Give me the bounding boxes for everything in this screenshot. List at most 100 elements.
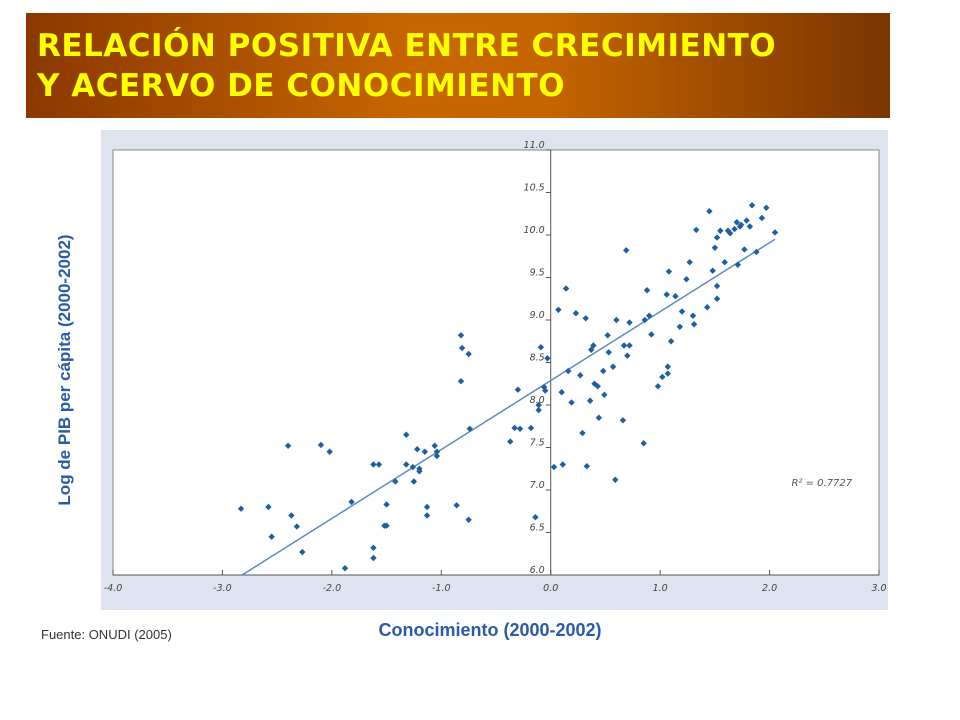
data-point <box>690 321 698 328</box>
data-point <box>535 406 542 414</box>
data-point <box>646 312 653 319</box>
data-point <box>623 247 630 254</box>
data-point <box>619 417 627 424</box>
data-point <box>568 399 575 406</box>
data-point <box>416 465 423 472</box>
data-point <box>514 386 522 393</box>
data-point <box>433 448 441 455</box>
data-point <box>265 503 272 511</box>
data-point <box>562 285 570 292</box>
data-point <box>535 401 542 409</box>
data-point <box>706 208 713 215</box>
data-point <box>540 383 548 391</box>
data-point <box>721 259 728 266</box>
data-point <box>458 344 466 352</box>
y-tick-label: 9.5 <box>530 268 545 279</box>
data-point <box>326 448 333 455</box>
data-point <box>737 221 745 228</box>
y-axis-label: Log de PIB per cápita (2000-2002) <box>55 234 74 506</box>
title-banner: RELACIÓN POSITIVA ENTRE CRECIMIENTO Y AC… <box>26 13 890 118</box>
y-tick-label: 10.5 <box>524 183 545 194</box>
data-point <box>686 259 693 266</box>
data-point <box>348 498 355 506</box>
data-point <box>724 227 732 234</box>
data-point <box>665 268 673 275</box>
y-tick-label: 11.0 <box>524 140 545 151</box>
data-point <box>620 342 628 349</box>
data-point <box>370 554 377 562</box>
x-tick-label: -2.0 <box>323 583 342 594</box>
data-point <box>758 214 766 222</box>
data-point <box>421 448 429 455</box>
data-point <box>713 295 721 302</box>
x-tick-label: 0.0 <box>543 583 558 594</box>
data-point <box>733 219 740 226</box>
data-point <box>403 431 410 438</box>
data-point <box>409 463 417 471</box>
data-point <box>689 312 697 319</box>
data-point <box>403 461 410 468</box>
data-point <box>577 372 584 379</box>
data-point <box>507 438 514 445</box>
data-point <box>590 342 597 349</box>
y-tick-label: 8.0 <box>530 395 545 406</box>
data-point <box>672 293 679 300</box>
y-tick-label: 9.0 <box>530 310 545 321</box>
data-point <box>457 332 465 339</box>
data-point <box>624 352 631 359</box>
title-line-1: RELACIÓN POSITIVA ENTRE CRECIMIENTO <box>37 28 777 64</box>
plot-area: -4.0 -3.0 -2.0 -1.0 0.0 1.0 2.0 3.0 6.0 6.5 7.0 7.5… <box>101 130 888 610</box>
data-point <box>582 315 589 322</box>
data-point <box>392 478 399 485</box>
data-point <box>466 425 473 432</box>
data-point <box>626 342 633 349</box>
data-point <box>423 503 431 511</box>
x-tick-label: -1.0 <box>432 583 451 594</box>
data-point <box>664 363 672 370</box>
data-point <box>605 349 612 356</box>
data-point <box>594 383 601 390</box>
data-point <box>676 323 684 330</box>
data-point <box>612 476 619 483</box>
data-point <box>771 229 779 236</box>
y-tick-label: 7.5 <box>530 438 545 449</box>
data-point <box>583 463 591 470</box>
data-point <box>703 304 711 311</box>
data-point <box>465 350 472 358</box>
data-point <box>693 226 700 234</box>
data-point <box>753 248 760 256</box>
data-point <box>734 261 742 268</box>
data-point <box>726 230 734 237</box>
data-point <box>609 363 617 370</box>
y-tick-label: 10.0 <box>524 225 545 236</box>
trend-line <box>241 238 776 576</box>
data-point <box>741 246 748 253</box>
data-point <box>465 516 472 523</box>
data-point <box>713 282 721 290</box>
data-point <box>613 316 620 324</box>
x-tick-label: -4.0 <box>104 583 123 594</box>
data-point <box>370 461 377 468</box>
data-point <box>643 287 651 294</box>
data-point <box>383 501 390 508</box>
r-squared-annotation: R² = 0.7727 <box>791 478 852 489</box>
data-point <box>555 306 562 313</box>
data-point <box>284 442 292 449</box>
y-tick-label: 8.5 <box>530 353 545 364</box>
scatter-chart: -4.0 -3.0 -2.0 -1.0 0.0 1.0 2.0 3.0 6.0 6.5 7.0 7.5… <box>104 140 887 594</box>
data-point <box>532 514 539 521</box>
data-point <box>640 440 647 447</box>
x-axis-label: Conocimiento (2000-2002) <box>378 620 602 640</box>
data-point <box>659 373 666 381</box>
y-tick-label: 7.0 <box>530 480 545 491</box>
y-tick-label: 6.5 <box>530 523 545 534</box>
x-tick-label: 1.0 <box>653 583 668 594</box>
data-point <box>743 217 750 224</box>
data-point <box>423 512 431 519</box>
data-point <box>683 276 690 283</box>
data-point <box>237 505 245 512</box>
data-point <box>375 461 383 468</box>
data-point <box>457 378 465 385</box>
data-point <box>654 383 662 390</box>
data-point <box>626 319 633 326</box>
